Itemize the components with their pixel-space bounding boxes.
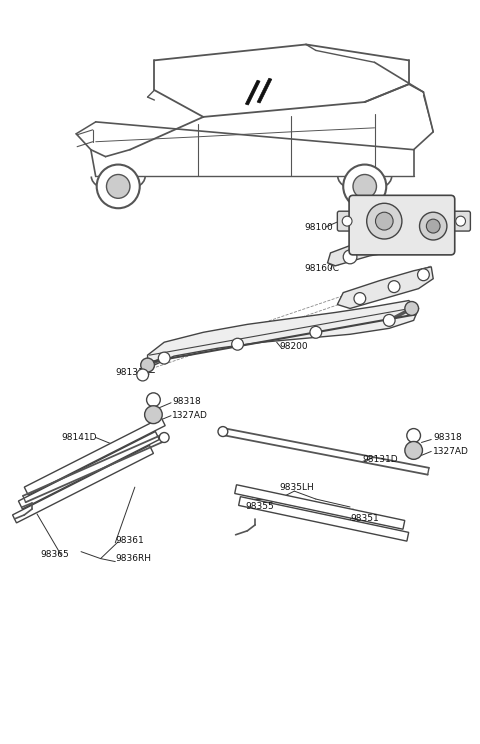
Circle shape <box>232 339 243 350</box>
Circle shape <box>426 219 440 233</box>
Circle shape <box>310 327 322 339</box>
Polygon shape <box>337 267 433 309</box>
Text: 98318: 98318 <box>433 433 462 442</box>
Circle shape <box>405 441 422 459</box>
Circle shape <box>407 429 420 443</box>
Polygon shape <box>147 301 419 368</box>
Circle shape <box>141 358 155 372</box>
FancyBboxPatch shape <box>349 196 455 255</box>
Circle shape <box>146 393 160 407</box>
Circle shape <box>159 432 169 443</box>
FancyBboxPatch shape <box>451 211 470 231</box>
Circle shape <box>388 280 400 292</box>
FancyBboxPatch shape <box>337 211 357 231</box>
Text: 98131C: 98131C <box>115 368 150 376</box>
Text: 98200: 98200 <box>280 341 308 350</box>
Text: 9835LH: 9835LH <box>280 483 314 492</box>
Text: 1327AD: 1327AD <box>433 447 469 456</box>
Text: 98141D: 98141D <box>61 433 97 442</box>
Circle shape <box>342 217 352 226</box>
Circle shape <box>158 352 170 364</box>
Circle shape <box>384 315 395 327</box>
Text: 9836RH: 9836RH <box>115 554 151 563</box>
Text: 98160C: 98160C <box>304 264 339 273</box>
Circle shape <box>144 405 162 423</box>
Circle shape <box>343 164 386 208</box>
Circle shape <box>96 164 140 208</box>
Text: 98355: 98355 <box>245 502 274 511</box>
Circle shape <box>418 269 429 280</box>
Circle shape <box>402 234 416 248</box>
Circle shape <box>353 175 376 199</box>
Circle shape <box>375 212 393 230</box>
Text: 1327AD: 1327AD <box>172 411 208 420</box>
Polygon shape <box>24 417 165 495</box>
Circle shape <box>137 369 148 381</box>
Text: 98351: 98351 <box>350 514 379 523</box>
Circle shape <box>420 212 447 240</box>
Polygon shape <box>235 485 405 529</box>
Text: 98361: 98361 <box>115 536 144 545</box>
Circle shape <box>354 292 366 304</box>
Text: 98318: 98318 <box>172 397 201 406</box>
Text: 98131D: 98131D <box>363 455 398 464</box>
Circle shape <box>218 426 228 437</box>
Polygon shape <box>327 229 441 266</box>
Circle shape <box>367 203 402 239</box>
Polygon shape <box>12 446 154 523</box>
Circle shape <box>405 301 419 315</box>
Polygon shape <box>18 432 159 509</box>
Circle shape <box>343 250 357 264</box>
Text: 98100: 98100 <box>304 222 333 231</box>
Text: 98365: 98365 <box>40 550 69 559</box>
Circle shape <box>456 217 466 226</box>
Polygon shape <box>239 497 408 541</box>
Polygon shape <box>257 78 272 103</box>
Circle shape <box>107 175 130 199</box>
Polygon shape <box>245 80 260 105</box>
